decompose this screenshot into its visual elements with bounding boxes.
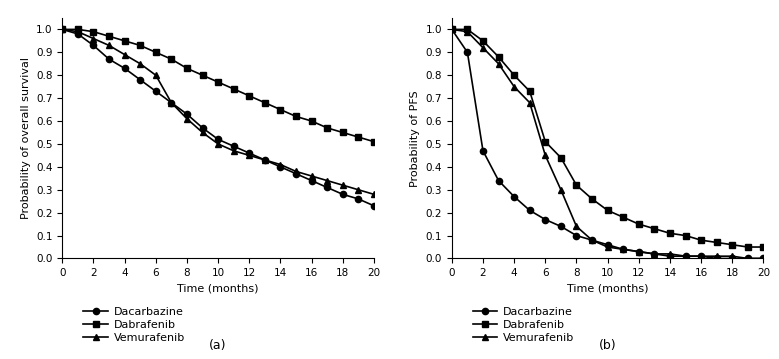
Y-axis label: Probability of PFS: Probability of PFS	[410, 90, 420, 187]
X-axis label: Time (months): Time (months)	[178, 284, 259, 294]
Legend: Dacarbazine, Dabrafenib, Vemurafenib: Dacarbazine, Dabrafenib, Vemurafenib	[83, 307, 185, 343]
Text: (b): (b)	[599, 339, 616, 352]
Y-axis label: Probability of overall survival: Probability of overall survival	[20, 57, 30, 219]
Text: (a): (a)	[210, 339, 227, 352]
Legend: Dacarbazine, Dabrafenib, Vemurafenib: Dacarbazine, Dabrafenib, Vemurafenib	[473, 307, 574, 343]
X-axis label: Time (months): Time (months)	[567, 284, 648, 294]
